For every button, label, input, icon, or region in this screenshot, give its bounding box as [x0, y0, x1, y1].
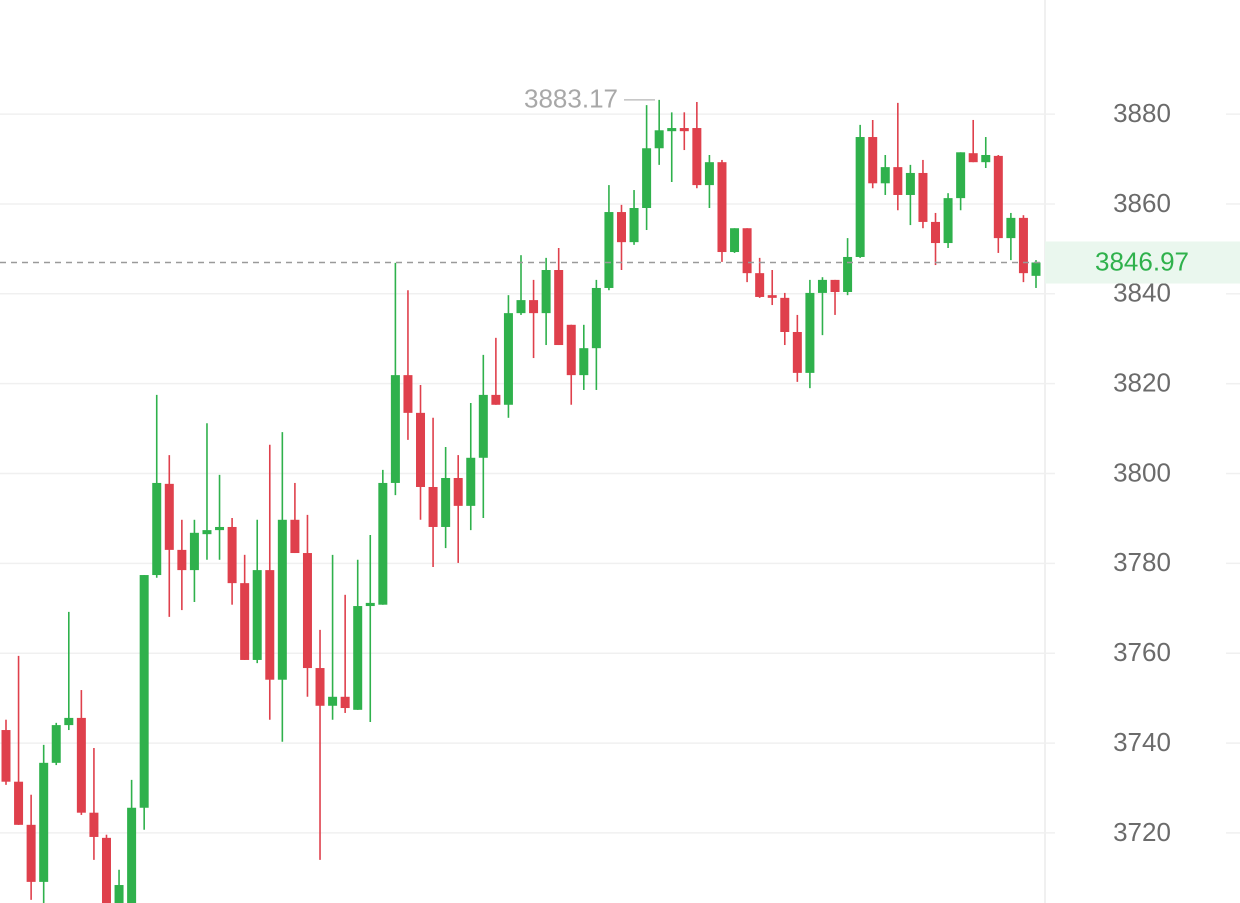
- candle-body: [704, 162, 714, 186]
- candle-body: [616, 212, 626, 243]
- candle-body: [177, 549, 187, 571]
- candle-body: [642, 148, 652, 209]
- y-tick-label: 3720: [1113, 817, 1171, 847]
- candle-body: [265, 570, 275, 680]
- candle-body: [139, 575, 149, 808]
- candle-body: [893, 167, 903, 195]
- candle-body: [817, 279, 827, 293]
- candle-body: [328, 696, 338, 706]
- candle-body: [667, 128, 677, 132]
- candle-body: [189, 532, 199, 571]
- candle-body: [353, 606, 363, 710]
- candle-body: [466, 457, 476, 506]
- candle-body: [152, 482, 162, 576]
- candle-body: [491, 394, 501, 405]
- candle-body: [101, 837, 111, 903]
- candle-body: [981, 154, 991, 163]
- candle-body: [202, 530, 212, 535]
- candle-body: [164, 483, 174, 550]
- candle-body: [742, 228, 752, 274]
- candle-body: [76, 717, 86, 813]
- candle-body: [880, 167, 890, 184]
- candle-body: [767, 295, 777, 298]
- candle-body: [428, 486, 438, 527]
- candle-body: [127, 807, 137, 903]
- y-tick-label: 3880: [1113, 98, 1171, 128]
- candle-body: [604, 212, 614, 288]
- y-tick-label: 3860: [1113, 188, 1171, 218]
- max-price-label: 3883.17: [524, 84, 618, 114]
- candle-body: [1031, 262, 1041, 276]
- candle-body: [566, 324, 576, 376]
- candle-body: [717, 162, 727, 253]
- candle-body: [968, 153, 978, 163]
- candle-body: [302, 553, 312, 669]
- candle-body: [252, 570, 262, 660]
- candle-body: [780, 297, 790, 332]
- candle-body: [453, 478, 463, 506]
- candle-body: [1006, 217, 1016, 239]
- candle-body: [692, 128, 702, 186]
- candle-body: [340, 696, 350, 709]
- candle-body: [654, 130, 664, 149]
- candle-body: [1018, 217, 1028, 274]
- candle-body: [843, 256, 853, 293]
- candle-body: [591, 287, 601, 349]
- candle-body: [441, 478, 451, 527]
- candle-body: [478, 394, 488, 458]
- candle-body: [365, 602, 375, 607]
- candle-body: [503, 313, 513, 405]
- candle-body: [805, 292, 815, 373]
- candle-body: [227, 526, 237, 584]
- candle-body: [868, 137, 878, 184]
- candle-body: [64, 717, 74, 726]
- last-price-label: 3846.97: [1095, 246, 1189, 276]
- candle-body: [943, 198, 953, 244]
- candle-body: [931, 221, 941, 244]
- y-tick-label: 3780: [1113, 547, 1171, 577]
- candle-body: [529, 300, 539, 314]
- candle-body: [629, 208, 639, 243]
- candle-body: [554, 270, 564, 346]
- candle-body: [51, 725, 61, 763]
- candle-body: [26, 824, 36, 882]
- y-tick-label: 3760: [1113, 637, 1171, 667]
- candle-body: [390, 375, 400, 483]
- candle-body: [416, 412, 426, 487]
- candle-body: [240, 583, 250, 660]
- candle-body: [14, 781, 24, 825]
- candle-body: [730, 228, 740, 253]
- candle-body: [579, 348, 589, 376]
- candle-body: [792, 331, 802, 373]
- candle-body: [679, 128, 689, 132]
- candle-body: [39, 762, 49, 882]
- candle-body: [403, 375, 413, 413]
- candle-body: [1, 730, 11, 782]
- candle-body: [541, 270, 551, 314]
- candle-body: [918, 172, 928, 222]
- candle-body: [755, 273, 765, 297]
- candle-body: [277, 519, 287, 680]
- candle-body: [516, 300, 526, 314]
- candle-body: [114, 885, 124, 903]
- candles: [1, 99, 1041, 903]
- last-price-badge: [1045, 241, 1240, 284]
- candle-body: [378, 482, 388, 605]
- candle-body: [290, 519, 300, 554]
- candle-body: [315, 668, 325, 706]
- candle-body: [956, 152, 966, 199]
- candle-body: [855, 137, 865, 257]
- candle-body: [830, 279, 840, 293]
- candle-body: [89, 812, 99, 837]
- y-tick-label: 3800: [1113, 457, 1171, 487]
- y-tick-label: 3740: [1113, 727, 1171, 757]
- candle-body: [905, 172, 915, 195]
- candle-body: [993, 155, 1003, 239]
- y-tick-label: 3820: [1113, 368, 1171, 398]
- candle-body: [215, 526, 225, 531]
- overlay: 3846.97 3883.17: [0, 84, 1240, 284]
